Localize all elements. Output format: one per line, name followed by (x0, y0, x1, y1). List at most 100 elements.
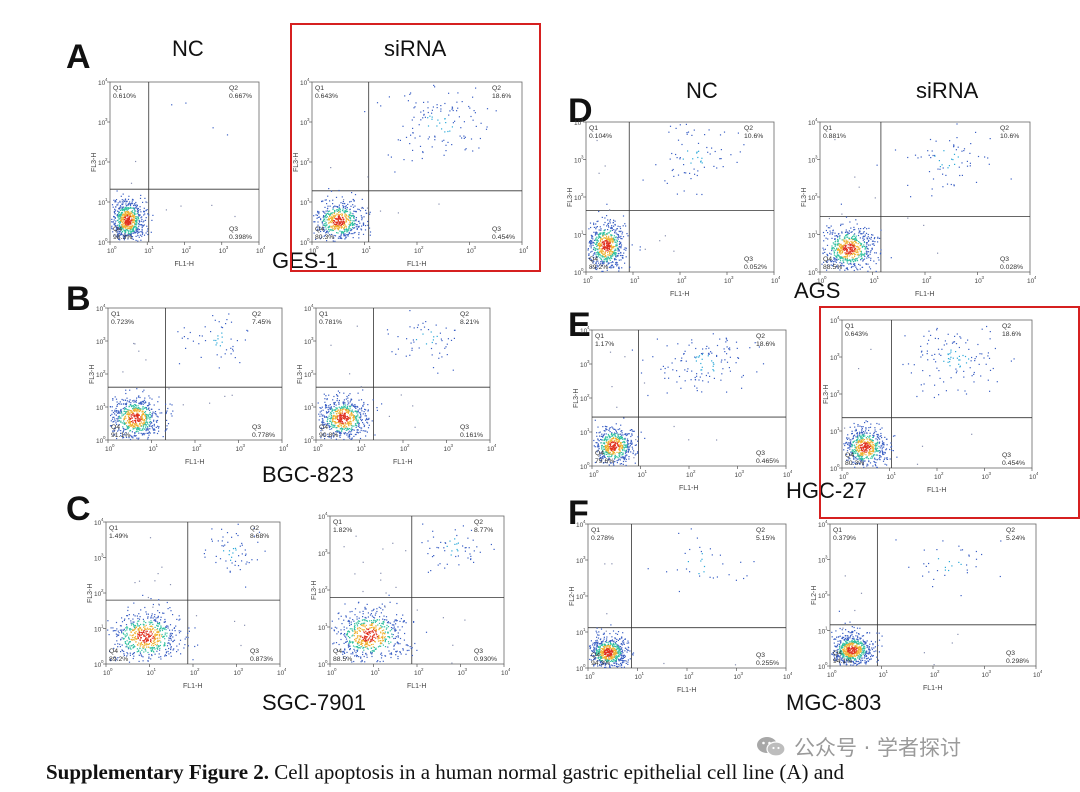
scatter-point (388, 622, 390, 624)
scatter-point (121, 644, 123, 646)
scatter-point (117, 410, 119, 412)
scatter-point (143, 399, 146, 401)
scatter-point (343, 228, 345, 230)
scatter-point (362, 651, 364, 653)
scatter-point (350, 413, 352, 415)
scatter-point (454, 529, 456, 531)
scatter-point (591, 235, 593, 237)
scatter-point (610, 241, 612, 243)
scatter-point (332, 433, 334, 435)
y-tick-exponent: 0 (105, 237, 108, 242)
plot-frame (329, 515, 505, 665)
scatter-point (122, 227, 124, 229)
scatter-point (364, 622, 366, 624)
scatter-point (346, 229, 348, 231)
scatter-point (141, 411, 143, 413)
scatter-point (386, 622, 389, 624)
scatter-point (470, 558, 472, 561)
scatter-point (338, 218, 340, 220)
x-tick-label: 10 (107, 248, 115, 255)
scatter-point (152, 650, 154, 652)
scatter-point (336, 226, 338, 228)
scatter-point (126, 225, 128, 227)
scatter-point (131, 436, 133, 438)
scatter-point (350, 200, 352, 203)
scatter-point (345, 214, 347, 216)
scatter-point (380, 645, 382, 647)
scatter-point (322, 210, 324, 212)
scatter-point (115, 398, 118, 400)
scatter-point (368, 634, 370, 636)
scatter-point (135, 407, 138, 409)
scatter-point (354, 640, 356, 642)
scatter-point (187, 645, 189, 647)
scatter-point (355, 426, 357, 428)
scatter-point (590, 241, 592, 243)
scatter-point (345, 219, 347, 221)
scatter-point (339, 222, 341, 224)
scatter-point (344, 235, 346, 237)
scatter-point (116, 418, 118, 420)
scatter-point (332, 228, 334, 230)
scatter-point (130, 631, 132, 633)
scatter-point (351, 437, 353, 439)
scatter-point (604, 247, 606, 249)
scatter-point (142, 400, 144, 403)
scatter-point (607, 254, 609, 256)
scatter-point (170, 639, 172, 641)
scatter-point (130, 402, 132, 404)
scatter-point (170, 652, 172, 654)
scatter-point (610, 253, 612, 255)
scatter-point (136, 219, 138, 221)
scatter-point (362, 639, 364, 642)
scatter-point (157, 646, 159, 648)
scatter-point (335, 434, 337, 436)
scatter-point (335, 219, 337, 221)
scatter-point (609, 230, 611, 232)
scatter-point (323, 421, 325, 424)
scatter-point (380, 653, 382, 655)
scatter-point (432, 106, 434, 108)
scatter-point (119, 209, 122, 211)
scatter-point (146, 418, 148, 420)
scatter-point (345, 410, 347, 412)
scatter-point (364, 616, 366, 619)
scatter-point (350, 438, 352, 440)
scatter-point (135, 421, 137, 423)
scatter-point (141, 633, 144, 635)
scatter-point (602, 233, 604, 235)
scatter-point (337, 431, 339, 433)
scatter-point (336, 411, 339, 413)
x-tick-label: 10 (371, 670, 379, 677)
scatter-point (138, 620, 140, 622)
scatter-point (621, 254, 623, 257)
scatter-point (336, 407, 338, 409)
scatter-point (619, 231, 621, 233)
scatter-point (340, 422, 342, 425)
scatter-point (349, 416, 351, 418)
scatter-point (213, 339, 215, 341)
scatter-point (611, 241, 613, 243)
scatter-point (479, 551, 481, 553)
scatter-point (434, 86, 436, 88)
scatter-point (146, 423, 149, 425)
scatter-point (183, 327, 185, 329)
scatter-point (126, 411, 128, 413)
scatter-point (124, 232, 126, 234)
scatter-point (384, 631, 386, 633)
x-tick-exponent: 1 (364, 443, 367, 448)
scatter-point (342, 217, 344, 219)
scatter-point (358, 635, 360, 637)
scatter-point (354, 210, 356, 212)
scatter-point (379, 637, 381, 639)
scatter-point (588, 228, 590, 230)
scatter-point (117, 215, 119, 217)
scatter-point (129, 438, 132, 441)
scatter-point (341, 214, 343, 216)
scatter-point (331, 213, 333, 215)
scatter-point (470, 529, 473, 531)
flow-plot-svg: 100100101101102102103103104104FL1-HFL3-H… (567, 117, 781, 298)
scatter-point (148, 434, 150, 436)
scatter-point (137, 396, 140, 398)
scatter-point (171, 633, 173, 635)
